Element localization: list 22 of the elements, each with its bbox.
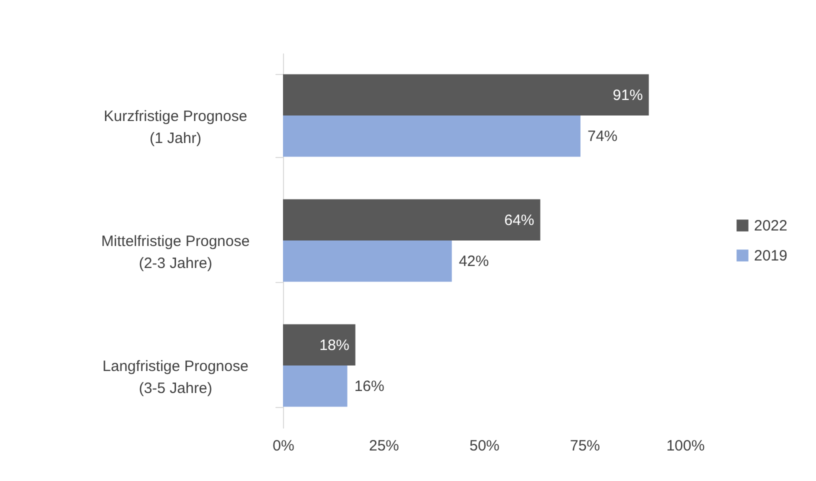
legend-label: 2022	[754, 218, 788, 234]
data-label: 18%	[319, 336, 350, 354]
x-tick-label: 75%	[570, 438, 600, 454]
legend-label: 2019	[754, 248, 788, 264]
data-label: 74%	[587, 128, 618, 146]
data-label: 64%	[504, 212, 534, 229]
data-label: 42%	[458, 253, 489, 270]
bar	[283, 116, 580, 157]
y-tick-label: Kurzfristige Prognose (1 Jahr)	[104, 108, 248, 147]
x-tick-label: 25%	[368, 438, 400, 454]
data-label: 16%	[354, 378, 384, 396]
y-tick-label: Langfristige Prognose (3-5 Jahre)	[102, 358, 248, 397]
x-tick-label: 100%	[666, 438, 705, 454]
y-tick-label: Mittelfristige Prognose (2-3 Jahre)	[101, 233, 250, 272]
x-tick-label: 50%	[469, 438, 500, 454]
bar	[283, 74, 649, 116]
bar	[283, 366, 348, 407]
data-label: 91%	[612, 86, 643, 104]
bar	[283, 199, 540, 240]
x-tick-label: 0%	[272, 438, 294, 454]
bar	[283, 240, 452, 282]
bar	[283, 324, 356, 366]
